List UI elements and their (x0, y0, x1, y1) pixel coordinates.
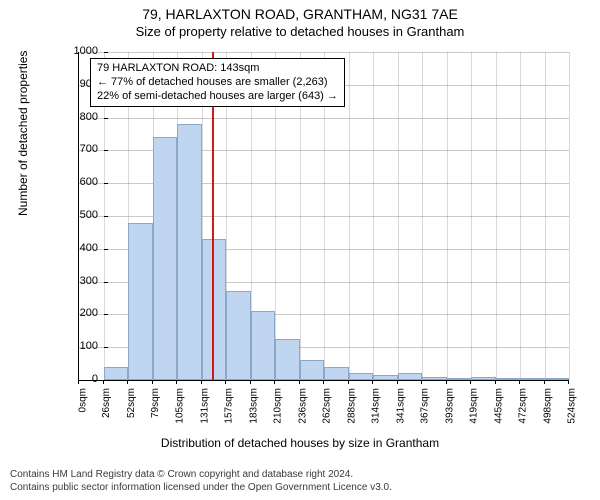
histogram-bar (447, 378, 472, 380)
address-title: 79, HARLAXTON ROAD, GRANTHAM, NG31 7AE (0, 0, 600, 22)
histogram-bar (226, 291, 251, 380)
histogram-bar (349, 373, 374, 380)
x-tick-label: 0sqm (77, 388, 88, 412)
histogram-bar (520, 378, 545, 380)
histogram-bar (471, 377, 496, 380)
attribution-line-2: Contains public sector information licen… (10, 482, 590, 495)
y-tick: 100 (84, 347, 104, 348)
y-tick: 700 (84, 150, 104, 151)
x-tick-label: 314sqm (371, 388, 382, 424)
y-tick-label: 700 (58, 143, 98, 155)
y-tick: 500 (84, 216, 104, 217)
y-tick-label: 300 (58, 275, 98, 287)
x-tick-label: 79sqm (151, 388, 162, 418)
annotation-line-1: 79 HARLAXTON ROAD: 143sqm (97, 62, 338, 76)
y-tick: 200 (84, 314, 104, 315)
histogram-bar (177, 124, 202, 380)
y-tick-label: 1000 (58, 45, 98, 57)
x-tick-label: 26sqm (102, 388, 113, 418)
x-tick-label: 341sqm (396, 388, 407, 424)
histogram-bar (545, 378, 570, 380)
y-tick: 800 (84, 118, 104, 119)
annotation-line-2: ← 77% of detached houses are smaller (2,… (97, 76, 338, 90)
y-tick-label: 100 (58, 340, 98, 352)
y-tick: 600 (84, 183, 104, 184)
x-tick-label: 236sqm (298, 388, 309, 424)
histogram-bar (128, 223, 153, 380)
x-tick-label: 472sqm (518, 388, 529, 424)
y-tick-label: 200 (58, 307, 98, 319)
y-tick-label: 500 (58, 209, 98, 221)
x-tick-label: 262sqm (322, 388, 333, 424)
attribution-text: Contains HM Land Registry data © Crown c… (10, 469, 590, 494)
histogram-bar (275, 339, 300, 380)
y-tick-label: 600 (58, 176, 98, 188)
x-tick-label: 419sqm (469, 388, 480, 424)
histogram-bar (153, 137, 178, 380)
attribution-line-1: Contains HM Land Registry data © Crown c… (10, 469, 590, 482)
annotation-line-3: 22% of semi-detached houses are larger (… (97, 90, 338, 104)
y-axis-label: Number of detached properties (16, 51, 30, 216)
y-tick: 300 (84, 282, 104, 283)
histogram-bar (104, 367, 129, 380)
x-tick-label: 105sqm (175, 388, 186, 424)
x-tick-label: 524sqm (567, 388, 578, 424)
annotation-box: 79 HARLAXTON ROAD: 143sqm ← 77% of detac… (90, 58, 345, 107)
y-tick: 0 (84, 380, 104, 381)
chart-subtitle: Size of property relative to detached ho… (0, 22, 600, 39)
x-tick-label: 445sqm (494, 388, 505, 424)
histogram-bar (373, 375, 398, 380)
y-tick: 1000 (84, 52, 104, 53)
x-tick-label: 157sqm (224, 388, 235, 424)
x-tick-label: 52sqm (126, 388, 137, 418)
x-tick-label: 131sqm (200, 388, 211, 424)
histogram-bar (398, 373, 423, 380)
y-tick: 400 (84, 249, 104, 250)
x-tick-label: 393sqm (445, 388, 456, 424)
histogram-bar (422, 377, 447, 380)
histogram-bar (300, 360, 325, 380)
histogram-bar (496, 378, 521, 380)
chart-container: 79, HARLAXTON ROAD, GRANTHAM, NG31 7AE S… (0, 0, 600, 500)
x-tick-label: 498sqm (543, 388, 554, 424)
histogram-bar (251, 311, 276, 380)
x-tick-label: 183sqm (249, 388, 260, 424)
x-axis-label: Distribution of detached houses by size … (0, 436, 600, 450)
y-tick-label: 400 (58, 242, 98, 254)
x-tick-label: 288sqm (347, 388, 358, 424)
x-tick-label: 210sqm (273, 388, 284, 424)
y-tick-label: 800 (58, 111, 98, 123)
histogram-bar (324, 367, 349, 380)
x-tick-label: 367sqm (420, 388, 431, 424)
